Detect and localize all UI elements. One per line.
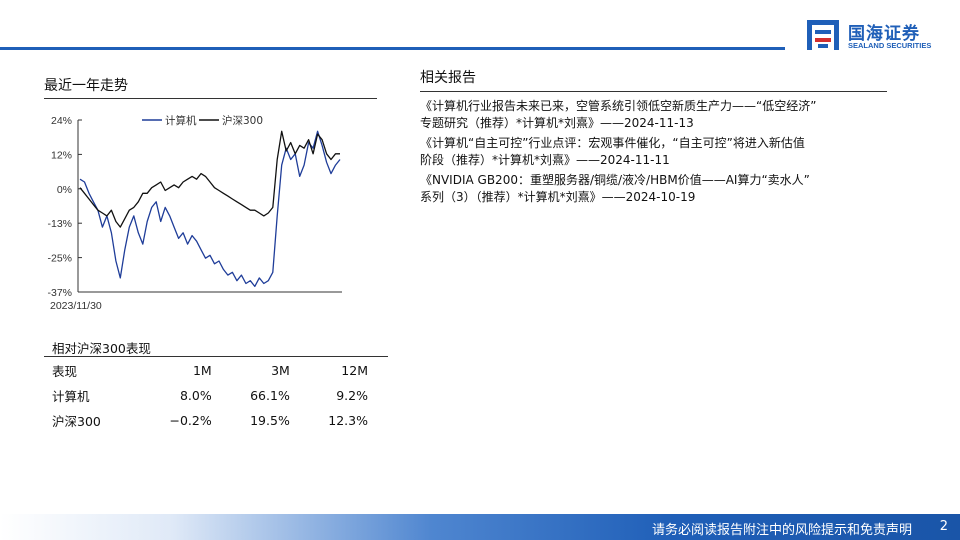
series-line-2 [79, 130, 340, 228]
y-tick-label: -37% [47, 287, 72, 299]
list-item[interactable]: 《NVIDIA GB200：重塑服务器/铜缆/液冷/HBM价值——AI算力“卖水… [420, 172, 890, 205]
related-title: 相关报告 [420, 70, 476, 86]
trend-line-chart: 24% 12% 0% -13% -25% -37%2023/11/30 计算机 沪深300 [47, 114, 342, 312]
report-line: 《计算机“自主可控”行业点评：宏观事件催化，“自主可控”将进入新估值 [420, 136, 805, 150]
table-cell: 9.2% [336, 388, 368, 403]
table-cell: 66.1% [250, 388, 290, 403]
sealand-logo-icon [807, 20, 839, 50]
list-item[interactable]: 《计算机“自主可控”行业点评：宏观事件催化，“自主可控”将进入新估值 阶段（推荐… [420, 135, 890, 168]
report-line: 《计算机行业报告未来已来，空管系统引领低空新质生产力——“低空经济” [420, 99, 817, 113]
report-line: 《NVIDIA GB200：重塑服务器/铜缆/液冷/HBM价值——AI算力“卖水… [420, 173, 810, 187]
table-cell: 12.3% [328, 413, 368, 428]
x-tick-label: 2023/11/30 [50, 300, 102, 312]
header-cell: 12M [341, 363, 368, 378]
report-line: 阶段（推荐）*计算机*刘熹》——2024-11-11 [420, 152, 670, 167]
footer-bar: 请务必阅读报告附注中的风险提示和免责声明 2 [0, 514, 960, 540]
y-tick-label: -25% [47, 253, 72, 265]
table-cell: 19.5% [250, 413, 290, 428]
brand-name-cn: 国海证券 [848, 24, 920, 44]
y-tick-label: 12% [51, 149, 72, 161]
table-cell: −0.2% [169, 413, 212, 428]
row-label: 计算机 [52, 389, 90, 404]
trend-title: 最近一年走势 [44, 78, 128, 94]
legend-label: 计算机 [165, 114, 197, 127]
report-line: 专题研究（推荐）*计算机*刘熹》——2024-11-13 [420, 115, 694, 130]
related-report-list: 《计算机行业报告未来已来，空管系统引领低空新质生产力——“低空经济” 专题研究（… [420, 98, 890, 209]
relative-title: 相对沪深300表现 [52, 341, 151, 356]
y-tick-label: -13% [47, 218, 72, 230]
table-row: 沪深300 −0.2% 19.5% 12.3% [44, 408, 388, 433]
footer-disclaimer: 请务必阅读报告附注中的风险提示和免责声明 [651, 523, 912, 538]
table-cell: 8.0% [179, 388, 212, 403]
brand-name-en: SEALAND SECURITIES [848, 41, 932, 50]
page-number: 2 [939, 519, 948, 534]
relative-performance-table: 表现 1M 3M 12M 计算机 8.0% 66.1% 9.2% 沪深300 −… [44, 358, 388, 433]
series-line-1 [79, 130, 341, 288]
table-row: 计算机 8.0% 66.1% 9.2% [44, 383, 388, 408]
relative-title-rule [44, 356, 388, 357]
y-tick-label: 0% [57, 184, 72, 196]
table-header-row: 表现 1M 3M 12M [44, 358, 388, 383]
header-rule [0, 47, 785, 50]
report-line: 系列（3）（推荐）*计算机*刘熹》——2024-10-19 [420, 189, 696, 204]
header-cell: 表现 [52, 364, 78, 379]
trend-title-rule [44, 98, 377, 99]
header-cell: 3M [271, 363, 290, 378]
legend-label: 沪深300 [222, 114, 263, 127]
y-tick-label: 24% [51, 115, 72, 127]
row-label: 沪深300 [52, 414, 101, 429]
related-title-rule [420, 91, 887, 92]
list-item[interactable]: 《计算机行业报告未来已来，空管系统引领低空新质生产力——“低空经济” 专题研究（… [420, 98, 890, 131]
brand-logo: 国海证券 SEALAND SECURITIES [806, 18, 946, 52]
header-cell: 1M [192, 363, 212, 378]
